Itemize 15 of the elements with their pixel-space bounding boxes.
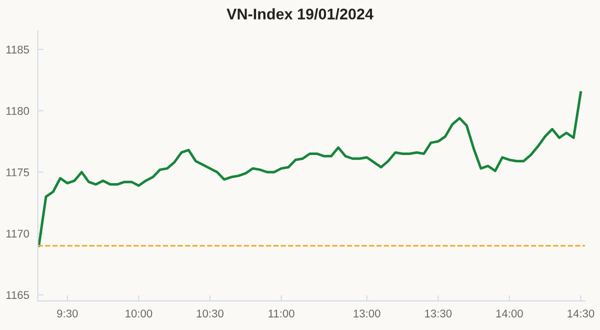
x-tick-label: 13:30 xyxy=(425,310,452,318)
y-tick-label: 1185 xyxy=(6,46,30,54)
chart-title: VN-Index 19/01/2024 xyxy=(226,8,374,20)
x-tick-label: 14:30 xyxy=(568,310,594,318)
y-tick-label: 1180 xyxy=(6,107,30,115)
x-tick-label: 10:00 xyxy=(126,310,152,318)
x-tick-label: 11:00 xyxy=(268,310,294,318)
x-tick-label: 13:00 xyxy=(354,310,380,318)
y-tick-label: 1170 xyxy=(6,230,30,238)
y-tick-label: 1165 xyxy=(6,291,30,299)
x-tick-label: 14:00 xyxy=(496,310,523,318)
line-series xyxy=(38,91,582,247)
x-tick-label: 9:30 xyxy=(57,310,78,318)
x-tick-label: 10:30 xyxy=(196,310,224,318)
y-tick-label: 1175 xyxy=(6,168,30,176)
